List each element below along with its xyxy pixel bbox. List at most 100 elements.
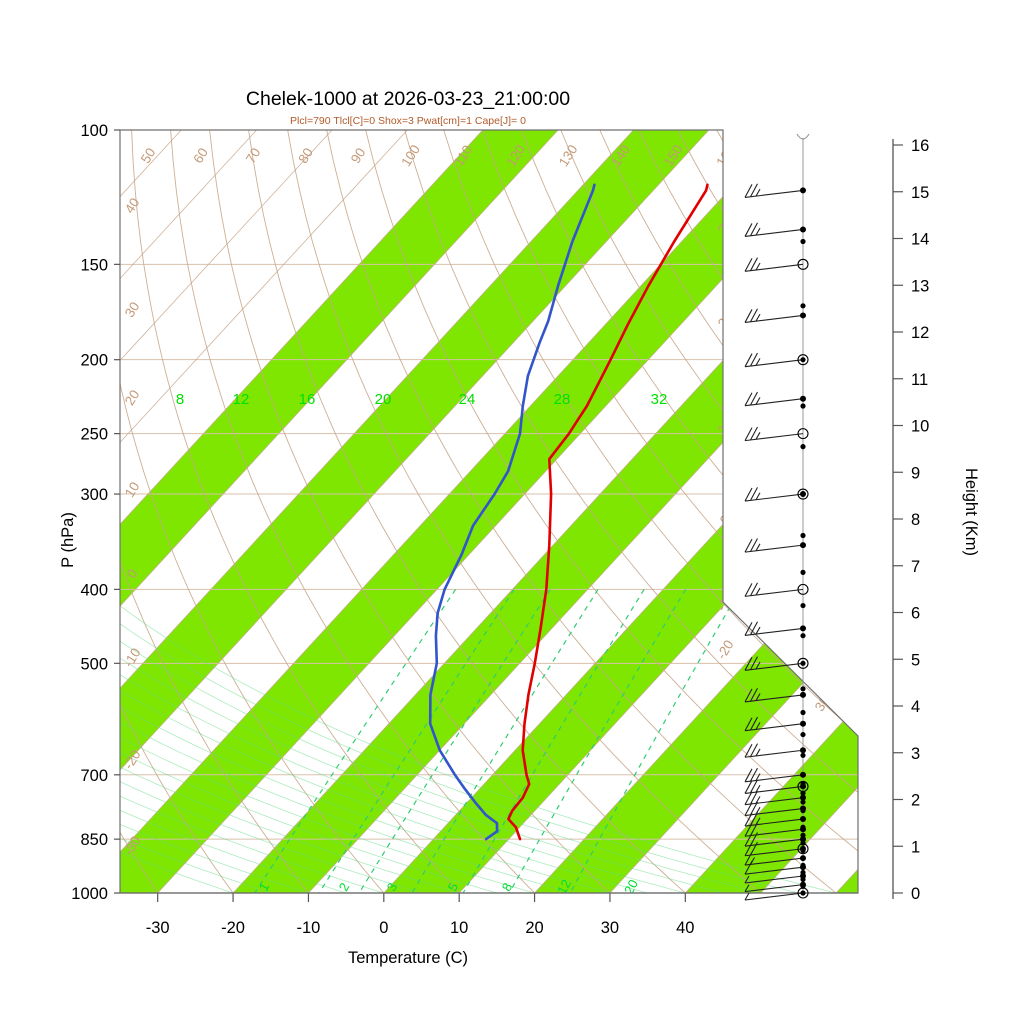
dry-adiabat (443, 130, 858, 893)
level-dot (800, 602, 806, 609)
level-dot (800, 395, 806, 402)
level-dot (800, 625, 806, 632)
moist-adiabat (120, 130, 573, 893)
level-dot (800, 444, 806, 450)
level-dot (800, 357, 806, 363)
theta-e-label: 32 (651, 391, 668, 408)
pressure-tick-label: 500 (80, 655, 108, 673)
temperature-tick-label: 0 (379, 919, 388, 937)
moist-adiabat (120, 130, 309, 893)
level-dot (800, 403, 806, 409)
dewpoint-profile (428, 183, 596, 841)
isotherm (120, 130, 634, 893)
moist-adiabat (120, 130, 724, 893)
moist-adiabat-lines (120, 130, 837, 893)
dry-adiabat-label: 70 (243, 145, 264, 166)
pressure-tick-label: 400 (80, 581, 108, 599)
pressure-tick-label: 1000 (71, 885, 108, 903)
height-tick-label: 2 (911, 792, 920, 810)
wind-barb (744, 790, 806, 806)
level-dot (800, 709, 806, 716)
temperature-axis: -30 -20 -10 0 10 20 30 40 (120, 892, 858, 937)
level-dot (800, 824, 806, 830)
moist-adiabat (120, 130, 271, 893)
height-tick-label: 12 (911, 324, 929, 342)
moist-adiabat (120, 130, 761, 893)
barb-staff-cap (796, 133, 810, 140)
level-dot (800, 226, 806, 233)
shading-band (534, 130, 858, 893)
moist-adiabat (120, 130, 686, 893)
dry-adiabat (248, 130, 686, 893)
height-tick-label: 4 (911, 698, 920, 716)
pressure-tick-label: 100 (80, 122, 108, 140)
moist-adiabat (120, 130, 498, 893)
isotherm (685, 130, 858, 893)
mixing-ratio-lines (254, 589, 741, 893)
level-dot (800, 855, 806, 861)
moist-adiabat (120, 130, 460, 893)
dry-adiabat (120, 130, 309, 893)
pressure-tick-label: 300 (80, 486, 108, 504)
level-dot (800, 691, 806, 698)
temperature-profile (507, 183, 709, 841)
level-dot (800, 781, 806, 787)
level-dot (800, 890, 806, 896)
wind-barb (744, 257, 809, 272)
level-dot (800, 832, 806, 838)
level-dot (800, 312, 806, 319)
y-axis-title: P (hPa) (59, 512, 77, 568)
height-tick-label: 8 (911, 511, 920, 529)
moist-adiabat-label-left: 20 (122, 387, 143, 408)
wind-barb (744, 352, 809, 368)
dry-adiabat (287, 130, 761, 893)
level-circle (797, 488, 809, 500)
wind-barb (744, 582, 809, 597)
level-dot (800, 862, 806, 868)
wind-barb (744, 538, 806, 553)
dry-adiabat (482, 130, 858, 893)
wind-barb (744, 183, 806, 198)
temperature-tick-label: -10 (297, 919, 321, 937)
mixing-ratio-line (569, 589, 741, 893)
pressure-tick-label: 200 (80, 352, 108, 370)
shading-band (120, 130, 559, 893)
moist-adiabat (120, 130, 384, 893)
theta-e-label: 16 (299, 391, 316, 408)
moist-adiabat (120, 130, 648, 893)
level-dot (800, 816, 806, 822)
height-tick-label: 14 (911, 231, 929, 249)
height-tick-label: 1 (911, 838, 920, 856)
wind-barb-column (744, 133, 810, 901)
level-dot (800, 532, 806, 539)
theta-e-label: 28 (554, 391, 571, 408)
level-dot (800, 876, 806, 883)
isotherm (609, 130, 858, 893)
theta-e-label: 8 (176, 391, 184, 408)
temperature-tick-label: -30 (146, 919, 170, 937)
height-tick-label: 6 (911, 605, 920, 623)
dry-adiabat (521, 130, 858, 893)
level-dot (800, 794, 806, 801)
mixing-ratio-line (254, 589, 457, 893)
temperature-tick-label: 40 (676, 919, 694, 937)
level-dot (800, 569, 806, 575)
wind-barb (744, 621, 806, 636)
isotherm (534, 130, 858, 893)
level-dot (800, 747, 806, 754)
dry-adiabat (170, 130, 535, 893)
level-dot (800, 491, 806, 497)
pressure-tick-label: 700 (80, 767, 108, 785)
moist-adiabat (120, 130, 347, 893)
dry-adiabat-label: 90 (348, 145, 369, 166)
shading-band (120, 130, 858, 893)
wind-barb (744, 391, 806, 407)
x-axis-title: Temperature (C) (348, 949, 468, 967)
y2-axis-title: Height (Km) (962, 468, 980, 556)
level-dot (800, 686, 806, 692)
isotherm (120, 130, 710, 893)
isotherm (120, 130, 333, 893)
level-dot (800, 303, 806, 309)
